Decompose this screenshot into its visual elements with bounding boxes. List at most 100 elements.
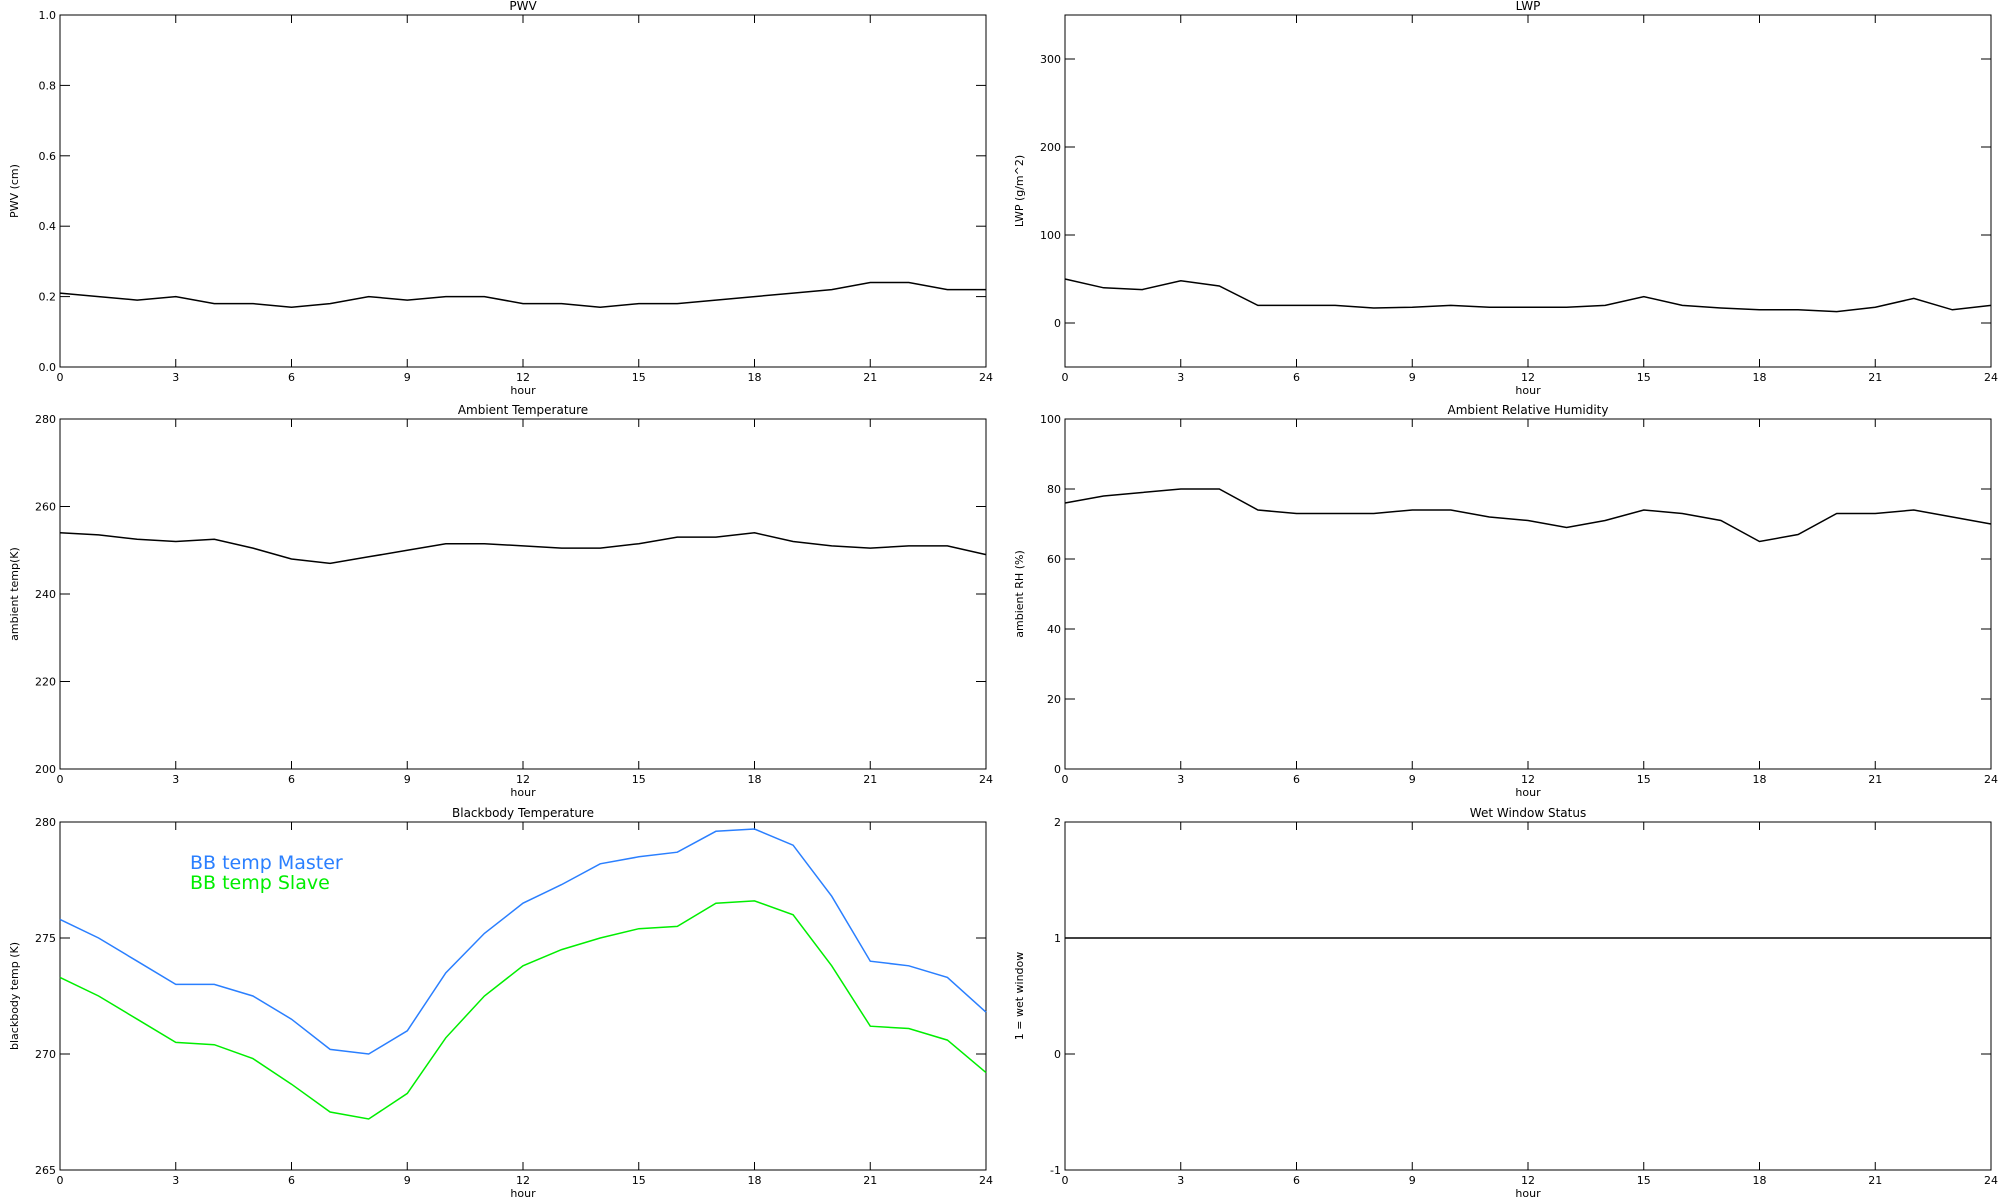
data-line: [1064, 278, 1992, 313]
legend-entry: BB temp Slave: [190, 872, 330, 894]
x-tick-label: 15: [1637, 1174, 1651, 1187]
x-tick-label: 6: [288, 371, 295, 384]
y-axis-label: ambient temp(K): [8, 547, 21, 641]
x-tick-label: 3: [1177, 371, 1184, 384]
y-axis-label: PWV (cm): [8, 164, 21, 218]
chart-title: LWP: [1516, 0, 1541, 13]
y-tick-label: 265: [35, 1164, 56, 1177]
x-tick-label: 21: [863, 773, 877, 786]
x-tick-label: 0: [57, 773, 64, 786]
x-tick-label: 9: [1409, 773, 1416, 786]
x-tick-label: 21: [863, 1174, 877, 1187]
y-tick-label: 270: [35, 1048, 56, 1061]
y-tick-label: 275: [35, 932, 56, 945]
x-tick-label: 0: [57, 371, 64, 384]
y-axis-label: ambient RH (%): [1013, 550, 1026, 638]
panel: Ambient Temperature hour ambient temp(K) 0 3…: [8, 403, 993, 799]
y-tick-label: 240: [35, 588, 56, 601]
x-tick-label: 9: [404, 371, 411, 384]
x-axis-label: hour: [1515, 1187, 1541, 1200]
plot-frame: [1064, 418, 1992, 770]
x-tick-label: 9: [404, 773, 411, 786]
panel: Blackbody Temperature hour blackbody temp …: [8, 806, 993, 1200]
x-tick-label: 6: [288, 773, 295, 786]
x-tick-label: 21: [1868, 371, 1882, 384]
y-tick-label: 80: [1047, 483, 1061, 496]
y-tick-label: 40: [1047, 623, 1061, 636]
y-tick-label: 100: [1040, 413, 1061, 426]
x-tick-label: 6: [1293, 773, 1300, 786]
x-tick-label: 9: [1409, 371, 1416, 384]
x-tick-label: 24: [979, 371, 993, 384]
y-tick-label: 200: [1040, 141, 1061, 154]
y-tick-label: 260: [35, 501, 56, 514]
x-tick-label: 12: [516, 1174, 530, 1187]
y-tick-label: 60: [1047, 553, 1061, 566]
x-tick-label: 6: [288, 1174, 295, 1187]
x-tick-label: 12: [516, 371, 530, 384]
x-axis-label: hour: [1515, 384, 1541, 397]
x-tick-label: 21: [863, 371, 877, 384]
y-tick-label: 280: [35, 413, 56, 426]
data-line: [59, 900, 987, 1120]
x-tick-label: 9: [404, 1174, 411, 1187]
x-tick-label: 18: [1753, 371, 1767, 384]
x-tick-label: 12: [516, 773, 530, 786]
plot-frame: [59, 418, 987, 770]
chart-title: Ambient Temperature: [458, 403, 588, 417]
y-tick-label: 100: [1040, 229, 1061, 242]
chart-title: Ambient Relative Humidity: [1448, 403, 1609, 417]
x-tick-label: 15: [632, 371, 646, 384]
x-tick-label: 15: [632, 773, 646, 786]
y-tick-label: 0.2: [39, 291, 57, 304]
x-tick-label: 3: [172, 773, 179, 786]
legend-entry: BB temp Master: [190, 852, 343, 874]
x-tick-label: 12: [1521, 773, 1535, 786]
chart-title: PWV: [509, 0, 537, 13]
y-tick-label: 280: [35, 816, 56, 829]
x-axis-label: hour: [510, 1187, 536, 1200]
y-tick-label: 20: [1047, 693, 1061, 706]
y-tick-label: 0: [1054, 1048, 1061, 1061]
x-tick-label: 3: [1177, 1174, 1184, 1187]
x-axis-label: hour: [1515, 786, 1541, 799]
x-tick-label: 15: [1637, 371, 1651, 384]
x-tick-label: 6: [1293, 1174, 1300, 1187]
x-axis-label: hour: [510, 384, 536, 397]
y-tick-label: 0.0: [39, 361, 57, 374]
x-tick-label: 3: [1177, 773, 1184, 786]
x-tick-label: 18: [1753, 773, 1767, 786]
y-tick-label: 0.6: [39, 150, 57, 163]
data-line: [59, 281, 986, 308]
x-tick-label: 21: [1868, 1174, 1882, 1187]
x-tick-label: 21: [1868, 773, 1882, 786]
x-tick-label: 18: [1753, 1174, 1767, 1187]
data-line: [59, 532, 987, 565]
x-tick-label: 0: [1062, 1174, 1069, 1187]
x-tick-label: 12: [1521, 1174, 1535, 1187]
plot-frame: [1064, 14, 1992, 368]
chart-title: Blackbody Temperature: [452, 806, 594, 820]
x-tick-label: 12: [1521, 371, 1535, 384]
x-tick-label: 18: [748, 773, 762, 786]
panel: Wet Window Status hour 1 = wet window 0 3 6 9 1…: [1013, 806, 1998, 1200]
x-tick-label: 18: [748, 1174, 762, 1187]
y-axis-label: 1 = wet window: [1013, 952, 1026, 1041]
x-tick-label: 24: [1984, 1174, 1998, 1187]
data-line: [59, 828, 987, 1055]
x-tick-label: 18: [748, 371, 762, 384]
x-tick-label: 0: [1062, 371, 1069, 384]
x-tick-label: 24: [1984, 371, 1998, 384]
y-tick-label: 1: [1054, 932, 1061, 945]
x-tick-label: 0: [57, 1174, 64, 1187]
y-tick-label: -1: [1050, 1164, 1061, 1177]
x-tick-label: 0: [1062, 773, 1069, 786]
y-tick-label: 0: [1054, 317, 1061, 330]
y-tick-label: 300: [1040, 53, 1061, 66]
y-axis-label: blackbody temp (K): [8, 942, 21, 1050]
x-tick-label: 6: [1293, 371, 1300, 384]
chart-title: Wet Window Status: [1470, 806, 1586, 820]
x-tick-label: 15: [1637, 773, 1651, 786]
